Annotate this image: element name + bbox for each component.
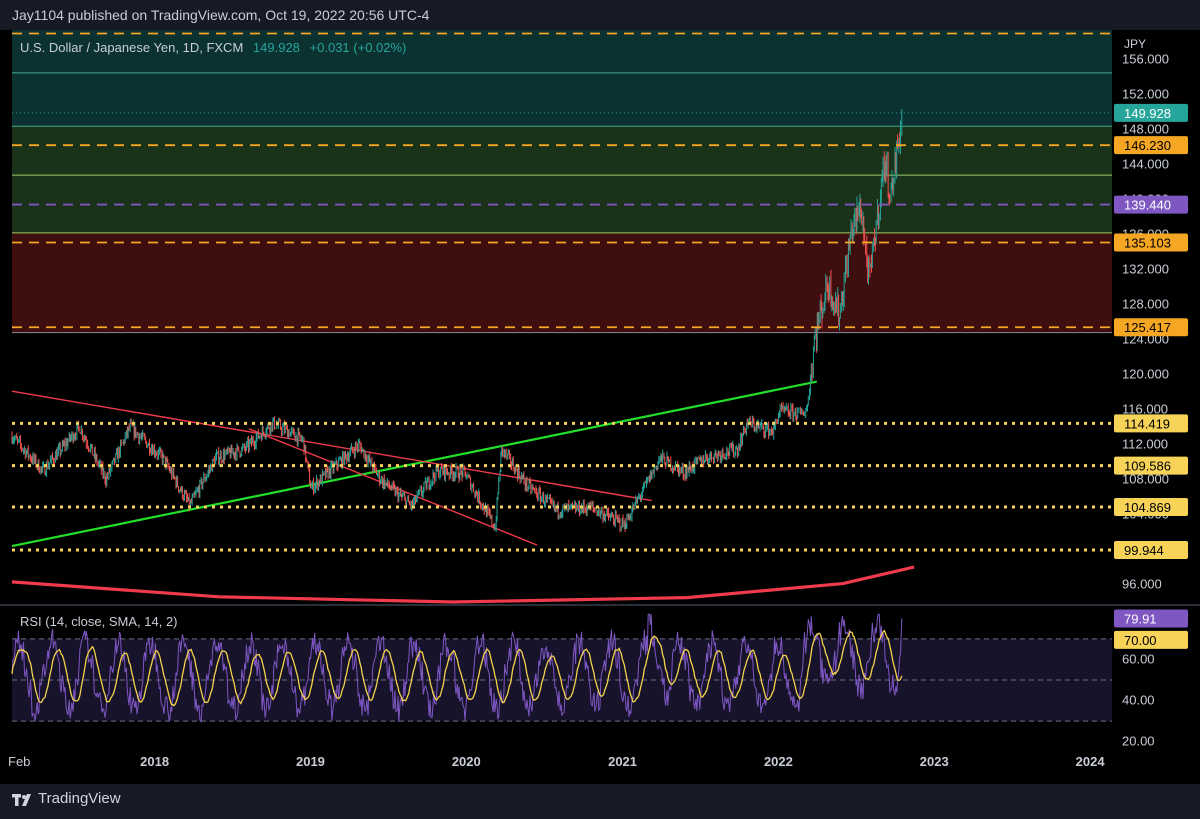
tradingview-logo-icon xyxy=(12,794,31,806)
price-tick-label: 128.000 xyxy=(1122,297,1169,312)
price-badge-label: 104.869 xyxy=(1124,500,1171,515)
price-zone xyxy=(12,126,1112,233)
time-tick-label: 2018 xyxy=(140,754,169,769)
time-tick-label: 2022 xyxy=(764,754,793,769)
symbol-legend: U.S. Dollar / Japanese Yen, 1D, FXCM 149… xyxy=(20,40,406,55)
symbol-name: U.S. Dollar / Japanese Yen, 1D, FXCM xyxy=(20,40,244,55)
price-badge-label: 114.419 xyxy=(1124,416,1170,431)
time-tick-label: 2021 xyxy=(608,754,637,769)
price-badge xyxy=(1114,541,1188,560)
price-badge xyxy=(1114,414,1188,433)
green-trendline xyxy=(11,380,818,548)
price-badge xyxy=(1114,497,1188,516)
price-zone xyxy=(12,232,1112,333)
last-price: 149.928 xyxy=(252,40,300,55)
currency-label: JPY xyxy=(1124,37,1146,51)
rsi-tick-label: 20.00 xyxy=(1122,734,1155,749)
price-badge xyxy=(1114,456,1188,475)
rsi-badge-label: 79.91 xyxy=(1124,611,1157,626)
rsi-legend: RSI (14, close, SMA, 14, 2) xyxy=(20,614,178,629)
price-tick-label: 108.000 xyxy=(1122,472,1169,487)
price-tick-label: 120.000 xyxy=(1122,367,1169,382)
price-badge-label: 109.586 xyxy=(1124,459,1171,474)
price-badge-label: 125.417 xyxy=(1124,320,1171,335)
price-zone xyxy=(12,30,1112,127)
price-tick-label: 96.000 xyxy=(1122,577,1162,592)
rsi-tick-label: 40.00 xyxy=(1122,693,1155,708)
price-tick-label: 132.000 xyxy=(1122,262,1169,277)
time-tick-label: 2020 xyxy=(452,754,481,769)
price-tick-label: 152.000 xyxy=(1122,87,1169,102)
rsi-line xyxy=(11,613,903,724)
price-badge xyxy=(1114,318,1188,337)
rsi-badge xyxy=(1114,609,1188,628)
price-badge xyxy=(1114,195,1188,214)
footer-bar xyxy=(0,784,1200,819)
long-moving-average xyxy=(11,565,915,604)
rsi-sma-badge xyxy=(1114,630,1188,649)
price-badge xyxy=(1114,136,1188,155)
footer-brand: TradingView xyxy=(38,790,121,807)
rsi-tick-label: 60.00 xyxy=(1122,651,1155,666)
rsi-sma-line xyxy=(11,629,903,707)
price-badge xyxy=(1114,103,1188,122)
time-tick-label: 2023 xyxy=(920,754,949,769)
time-tick-label: 2024 xyxy=(1076,754,1106,769)
price-badge-label: 139.440 xyxy=(1124,198,1171,213)
time-tick-label: 2019 xyxy=(296,754,325,769)
price-badge-label: 99.944 xyxy=(1124,543,1164,558)
price-badge-label: 146.230 xyxy=(1124,138,1171,153)
price-tick-label: 156.000 xyxy=(1122,52,1169,67)
price-badge-label: 149.928 xyxy=(1124,106,1171,121)
publisher-line: Jay1104 published on TradingView.com, Oc… xyxy=(12,7,430,23)
chart-area[interactable]: JPY96.000100.000104.000108.000112.000116… xyxy=(0,30,1200,784)
red-trendline xyxy=(11,390,652,502)
publisher-bar xyxy=(0,0,1200,30)
price-change: +0.031 (+0.02%) xyxy=(309,40,407,55)
price-tick-label: 112.000 xyxy=(1122,437,1168,452)
time-tick-label: Feb xyxy=(8,754,30,769)
rsi-sma-badge-label: 70.00 xyxy=(1124,633,1157,648)
price-tick-label: 148.000 xyxy=(1122,122,1169,137)
price-badge-label: 135.103 xyxy=(1124,236,1171,251)
price-badge xyxy=(1114,233,1188,252)
price-tick-label: 116.000 xyxy=(1122,402,1168,417)
price-tick-label: 144.000 xyxy=(1122,157,1169,172)
